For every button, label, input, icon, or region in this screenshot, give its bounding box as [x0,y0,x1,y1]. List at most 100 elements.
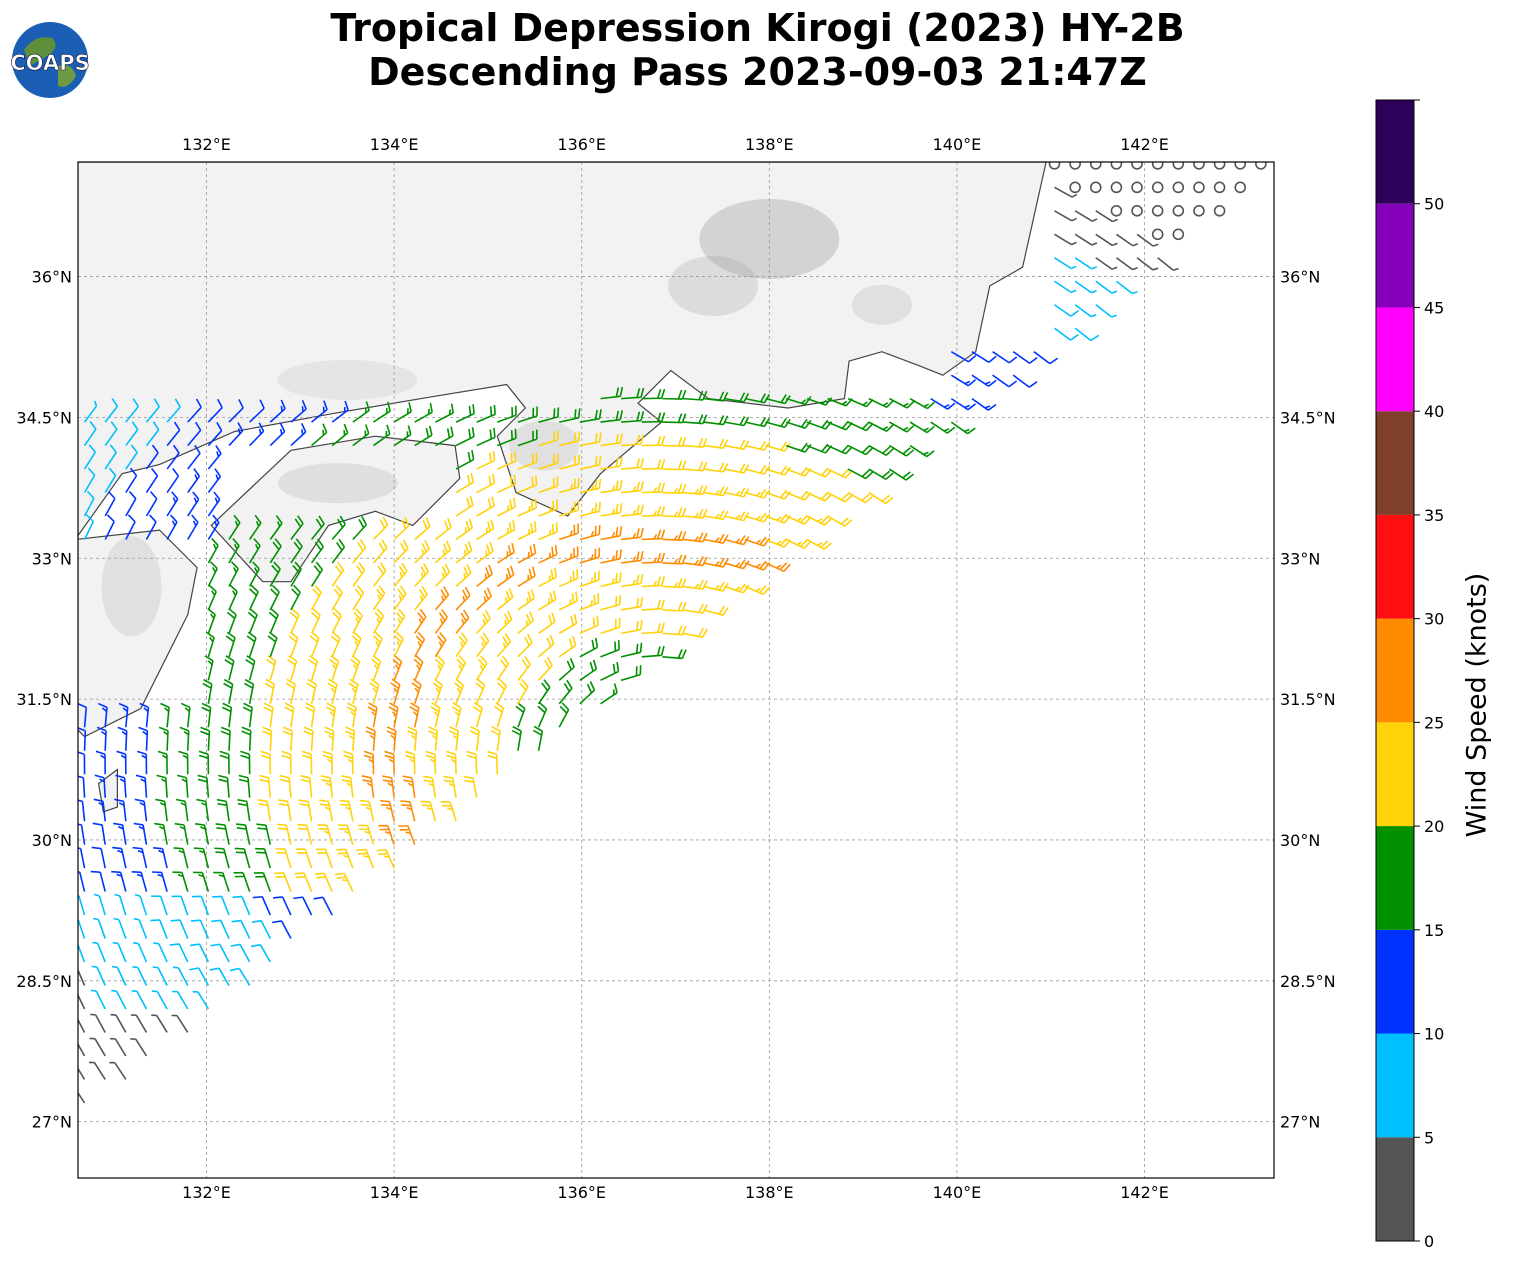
barb-flag [448,409,452,415]
barb-shaft [386,825,395,845]
barb-shaft [323,872,333,892]
barb-flag [140,778,146,783]
barb-flag [722,415,729,425]
wind-barb [1172,162,1185,170]
wind-barb [78,1042,86,1057]
barb-shaft [104,498,116,517]
barb-flag [906,400,915,409]
wind-barb [1054,257,1077,270]
barb-flag [255,520,260,527]
barb-flag [554,545,558,555]
wind-barb [558,477,580,494]
wind-barb [267,631,278,658]
wind-barb [192,990,210,1010]
barb-flag [483,590,490,600]
barb-flag [430,758,436,763]
barb-flag [677,554,683,564]
wind-barb [455,495,474,517]
barb-flag [355,617,360,624]
barb-shaft [558,532,579,541]
wind-barb [806,397,833,406]
barb-flag [255,544,259,550]
barb-shaft [496,574,515,588]
barb-shaft [579,579,600,588]
barb-flag [86,490,95,499]
wind-barb [93,893,106,916]
barb-flag [381,539,388,549]
barb-shaft [78,871,86,892]
barb-flag [373,664,379,670]
land-layer [78,162,1047,813]
barb-shaft [393,547,409,564]
barb-flag [759,464,767,474]
barb-flag [195,398,202,408]
wind-barb [600,661,620,682]
wind-barb [198,750,210,775]
barb-flag [660,599,666,610]
barb-flag [467,451,471,462]
barb-flag [155,798,165,803]
wind-barb [600,572,622,588]
barb-flag [198,750,209,755]
barb-flag [214,497,219,504]
wind-barb [425,750,437,775]
barb-flag [368,758,374,763]
wind-barb [207,491,221,517]
barb-flag [800,466,808,476]
barb-shaft [78,895,86,916]
barb-flag [486,587,493,597]
wind-barb [151,1014,168,1033]
barb-flag [250,943,261,948]
wind-barb [1234,162,1247,170]
barb-shaft [538,576,557,588]
wind-barb [386,726,397,751]
barb-flag [656,506,662,516]
barb-flag [178,750,188,755]
barb-flag [543,679,551,688]
barb-flag [861,469,870,478]
barb-shaft [475,754,478,775]
wind-barb [220,726,231,751]
wind-barb [1213,181,1226,194]
barb-shaft [517,642,533,658]
barb-flag [510,453,513,463]
wind-barb [847,444,874,456]
barb-flag [702,414,708,424]
barb-flag [131,421,139,430]
barb-flag [471,427,475,437]
barb-flag [371,658,380,666]
barb-flag [755,587,761,592]
barb-shaft [207,476,222,494]
barb-flag [1070,334,1079,341]
wind-barb [930,397,956,410]
barb-shaft [238,968,251,986]
barb-flag [943,428,950,432]
barb-flag [1071,241,1077,246]
wind-barb [579,524,601,541]
wind-barb [290,515,304,540]
barb-flag [508,522,513,532]
barb-flag [213,491,221,500]
wind-barb [414,631,426,658]
barb-flag [78,799,83,803]
wind-barb [173,847,189,869]
barb-flag [611,508,616,515]
lat-tick-right: 34.5°N [1280,408,1336,427]
barb-flag [462,595,466,602]
barb-flag [594,525,597,536]
wind-barb [455,450,475,470]
logo-text: COAPS [10,51,89,75]
lon-tick-top: 132°E [182,135,231,154]
barb-flag [553,408,556,418]
wind-barb [133,822,148,845]
barb-shaft [950,374,969,387]
barb-flag [406,806,413,811]
wind-barb [1234,181,1247,194]
barb-flag [422,563,429,573]
barb-flag [252,561,260,570]
barb-flag [575,591,578,602]
wind-barb [414,540,430,564]
wind-barb [455,632,468,658]
calm-marker [1089,162,1102,170]
wind-barb [496,542,516,564]
